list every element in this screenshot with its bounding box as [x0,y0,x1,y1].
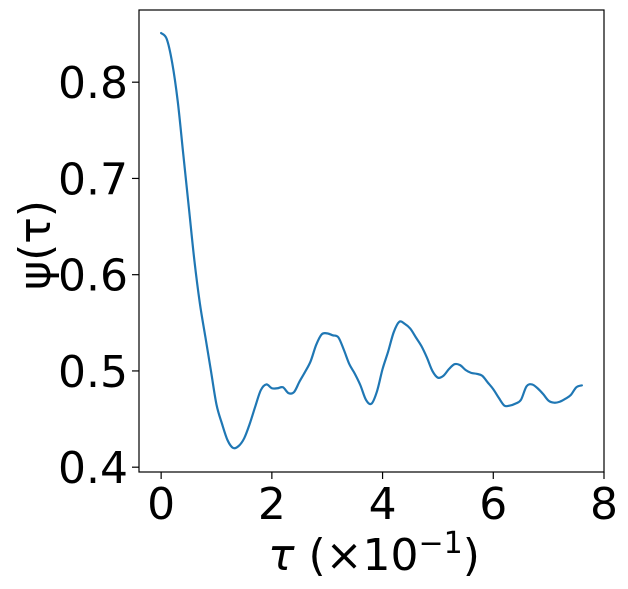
x-axis-label-close: ) [463,530,480,581]
plot-area [139,10,604,472]
y-tick-label: 0.7 [58,154,128,205]
x-tick-label: 6 [479,479,507,530]
x-axis-label: τ (×10−1) [268,526,480,582]
y-axis-ticks: 0.4 0.5 0.6 0.7 0.8 [58,58,139,494]
x-tick-label: 4 [369,479,397,530]
y-tick-label: 0.8 [58,58,128,109]
x-tick-label: 2 [258,479,286,530]
series-line [160,32,583,450]
x-axis-ticks: 0 2 4 6 8 [147,472,618,530]
x-axis-label-exponent: −1 [419,526,463,561]
plot-frame [138,9,605,473]
x-axis-label-unit: (×10 [295,530,419,581]
y-tick-label: 0.5 [58,347,128,398]
x-tick-label: 8 [590,479,618,530]
x-tick-label: 0 [147,479,175,530]
x-axis-label-symbol: τ [268,530,295,581]
y-axis-label: ψ(τ) [10,200,61,290]
y-tick-label: 0.4 [58,443,128,494]
y-tick-label: 0.6 [58,251,128,302]
